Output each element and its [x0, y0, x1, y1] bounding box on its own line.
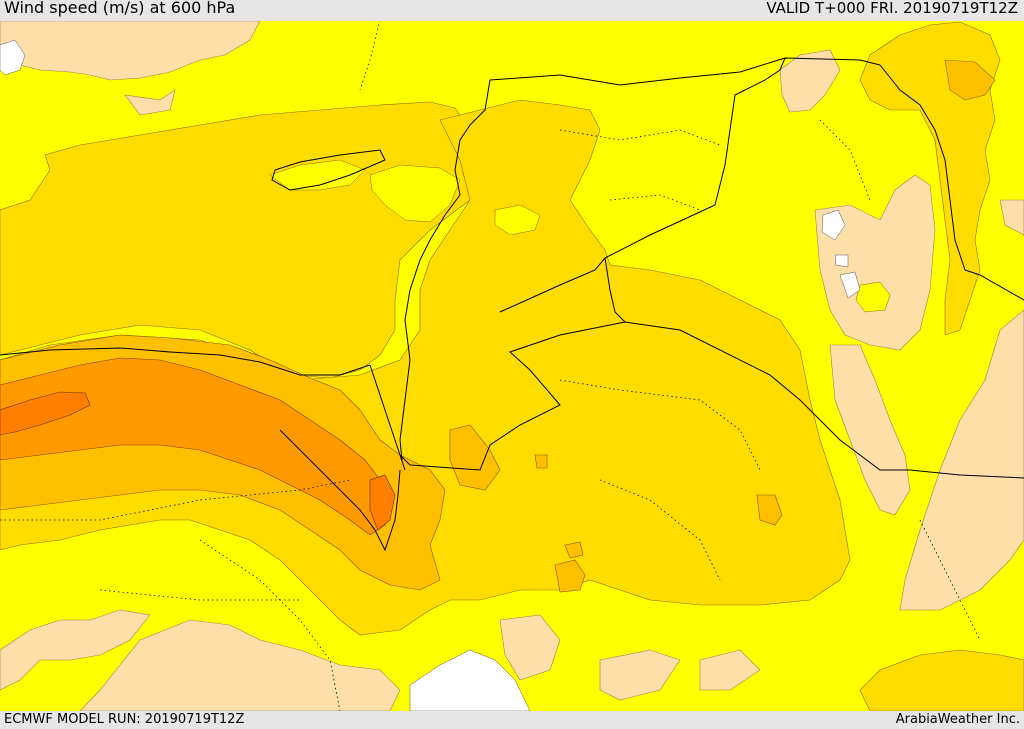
model-run: ECMWF MODEL RUN: 20190719T12Z — [4, 712, 245, 727]
no-data-areas — [0, 39, 861, 711]
province-boundaries — [0, 21, 981, 711]
map-title: Wind speed (m/s) at 600 hPa — [4, 0, 236, 17]
country-borders — [0, 57, 1024, 552]
credit: ArabiaWeather Inc. — [895, 712, 1020, 727]
moderate-wind-areas — [0, 21, 1024, 711]
wind-speed-map — [0, 21, 1024, 711]
map-footer: ECMWF MODEL RUN: 20190719T12Z ArabiaWeat… — [0, 711, 1024, 729]
valid-time: VALID T+000 FRI. 20190719T12Z — [766, 0, 1018, 17]
low-wind-areas — [0, 21, 1024, 711]
map-header: Wind speed (m/s) at 600 hPa VALID T+000 … — [0, 0, 1024, 21]
max-wind-area — [0, 391, 396, 531]
very-strong-wind-areas — [0, 357, 391, 536]
